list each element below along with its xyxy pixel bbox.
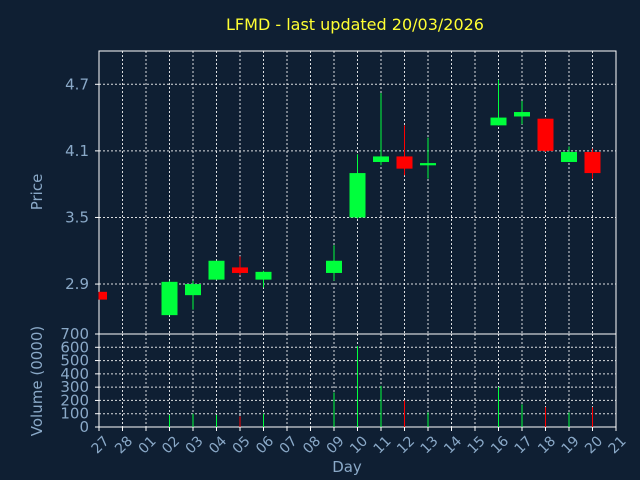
candle-body — [349, 173, 366, 218]
x-tick-label: 28 — [112, 433, 136, 457]
volume-tick-label: 400 — [60, 365, 89, 383]
volume-tick-label: 200 — [60, 391, 89, 409]
price-tick-label: 4.7 — [65, 75, 89, 93]
x-tick-label: 06 — [253, 433, 277, 457]
candle-body — [208, 260, 225, 280]
volume-tick-label: 700 — [60, 325, 89, 343]
price-grid — [99, 51, 616, 334]
candle-body — [255, 271, 272, 280]
candles — [98, 79, 601, 316]
x-tick-label: 15 — [465, 433, 489, 457]
candle-body — [185, 284, 201, 296]
candle-body — [99, 291, 107, 300]
x-tick-label: 05 — [230, 433, 254, 457]
price-y-axis: 2.9 3.5 4.1 4.7 — [65, 75, 99, 293]
price-tick-label: 4.1 — [65, 142, 89, 160]
volume-tick-label: 600 — [60, 338, 89, 356]
x-tick-label: 17 — [512, 433, 536, 457]
x-tick-label: 20 — [582, 433, 606, 457]
x-tick-label: 10 — [347, 433, 371, 457]
x-tick-label: 19 — [559, 433, 583, 457]
candle-body — [537, 118, 554, 151]
x-tick-label: 11 — [371, 433, 395, 457]
volume-tick-label: 300 — [60, 378, 89, 396]
price-axis-label: Price — [28, 174, 46, 211]
x-tick-label: 21 — [606, 433, 630, 457]
candle-body — [490, 117, 507, 126]
price-tick-label: 2.9 — [65, 275, 89, 293]
price-tick-label: 3.5 — [65, 208, 89, 226]
candle-body — [561, 151, 577, 162]
x-tick-label: 12 — [394, 433, 418, 457]
candle-body — [584, 151, 601, 174]
volume-tick-label: 500 — [60, 352, 89, 370]
x-tick-label: 03 — [183, 433, 207, 457]
x-tick-label: 16 — [488, 433, 512, 457]
x-tick-label: 08 — [300, 433, 324, 457]
x-tick-label: 14 — [441, 433, 465, 457]
x-tick-label: 07 — [277, 433, 301, 457]
x-tick-label: 09 — [324, 433, 348, 457]
x-axis-label: Day — [332, 458, 362, 476]
candle-body — [373, 156, 389, 162]
volume-axis-label: Volume (0000) — [28, 326, 46, 436]
candle-body — [326, 260, 342, 273]
x-tick-label: 01 — [136, 433, 160, 457]
x-tick-label: 18 — [535, 433, 559, 457]
candle-body — [232, 267, 248, 273]
candle-body — [420, 163, 436, 166]
volume-tick-label: 100 — [60, 405, 89, 423]
x-tick-label: 27 — [89, 433, 113, 457]
x-tick-label: 13 — [418, 433, 442, 457]
x-axis: 27 28 01 02 03 04 05 06 07 08 09 10 11 12 13 14 15 16 17 18… — [89, 427, 630, 457]
x-tick-label: 02 — [159, 433, 183, 457]
volume-tick-label: 0 — [79, 418, 89, 436]
candle-body — [396, 156, 413, 169]
candle-body — [514, 112, 530, 117]
candle-body — [161, 281, 178, 316]
volume-bars — [169, 345, 593, 427]
x-tick-label: 04 — [206, 433, 230, 457]
chart-title: LFMD - last updated 20/03/2026 — [226, 15, 484, 34]
